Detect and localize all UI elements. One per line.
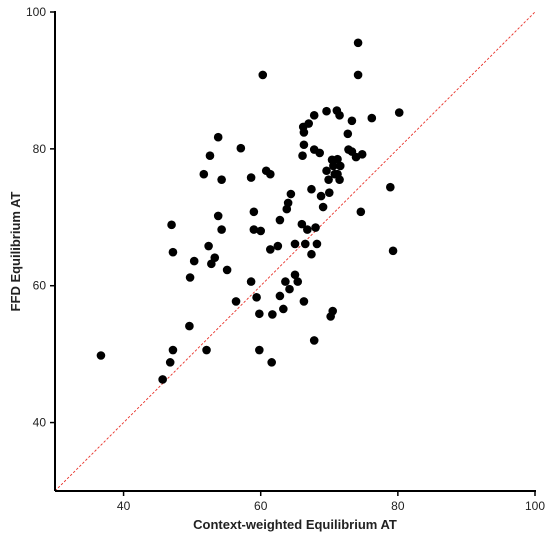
data-point [318, 202, 328, 212]
data-point [299, 140, 309, 150]
data-point [213, 132, 223, 142]
data-point [222, 265, 232, 275]
data-point [309, 111, 319, 120]
data-point [290, 270, 300, 280]
data-point [168, 247, 178, 257]
data-point [255, 309, 264, 319]
x-axis-title: Context-weighted Equilibrium AT [193, 517, 397, 532]
data-point [304, 119, 314, 128]
data-point [303, 225, 312, 234]
data-point [293, 277, 303, 286]
data-point [255, 345, 264, 355]
x-tick-label: 40 [117, 499, 131, 513]
data-point [266, 245, 275, 254]
data-point [333, 154, 342, 164]
reference-layer [54, 11, 536, 492]
data-point [256, 226, 266, 236]
data-point [205, 151, 215, 160]
y-tick-label: 40 [33, 416, 47, 430]
data-point [286, 189, 296, 199]
data-point [311, 223, 320, 232]
data-point [329, 161, 338, 171]
x-tick-label: 80 [391, 499, 405, 513]
data-point [266, 169, 275, 179]
data-point [307, 249, 316, 259]
tick-labels-layer: 40 60 80 100 40 60 80 100 [26, 5, 545, 513]
data-point [298, 151, 307, 160]
data-point [249, 207, 259, 217]
data-point [357, 150, 367, 159]
data-point [335, 175, 344, 184]
data-point [322, 166, 331, 176]
data-point [217, 225, 226, 234]
y-tick-label: 80 [33, 142, 47, 156]
data-point [312, 239, 322, 249]
data-point [335, 111, 344, 120]
data-point [246, 277, 256, 286]
data-point [353, 38, 363, 48]
data-point [299, 128, 309, 137]
data-point [273, 241, 283, 251]
data-point [324, 175, 333, 184]
data-point [185, 273, 195, 282]
data-point [217, 175, 226, 184]
data-point [322, 106, 331, 116]
x-tick-label: 60 [254, 499, 268, 513]
data-point [324, 188, 334, 197]
data-point [249, 225, 259, 234]
data-point [189, 256, 199, 266]
data-point [386, 182, 395, 192]
data-point [275, 291, 285, 301]
data-point [347, 116, 357, 126]
x-tick-label: 100 [525, 499, 545, 513]
data-point [158, 375, 167, 384]
data-point [252, 293, 261, 302]
data-point [307, 184, 316, 194]
identity-reference-line [54, 11, 536, 492]
data-point [185, 321, 194, 331]
data-point [300, 239, 310, 249]
data-point [299, 297, 309, 306]
data-point [309, 336, 319, 345]
data-point [210, 253, 220, 262]
data-point [202, 345, 211, 355]
data-point [267, 358, 276, 367]
data-point [285, 284, 294, 294]
data-point [268, 310, 277, 319]
data-point [199, 169, 209, 179]
data-point [328, 306, 338, 316]
data-point [367, 113, 377, 123]
data-point [165, 358, 175, 367]
points-layer [96, 38, 404, 384]
data-point [279, 304, 288, 314]
data-point [283, 198, 293, 208]
data-point [258, 70, 268, 80]
data-point [168, 345, 178, 355]
data-point [167, 220, 176, 230]
axes-layer [50, 11, 536, 496]
data-point [275, 215, 285, 225]
data-point [96, 351, 106, 360]
data-point [353, 70, 363, 80]
data-point [231, 297, 241, 306]
y-tick-label: 100 [26, 5, 46, 19]
data-point [297, 219, 307, 229]
data-point [343, 129, 353, 139]
data-point [290, 239, 300, 249]
data-point [315, 148, 324, 158]
data-point [213, 211, 223, 221]
data-point [394, 108, 404, 117]
data-point [246, 173, 256, 182]
data-point [316, 191, 326, 201]
data-point [388, 246, 398, 256]
data-point [236, 143, 246, 153]
data-point [204, 241, 213, 251]
y-axis-title: FFD Equilibrium AT [8, 192, 23, 312]
data-point [281, 277, 290, 286]
data-point [335, 161, 345, 171]
data-point [356, 207, 366, 217]
y-tick-label: 60 [33, 279, 47, 293]
